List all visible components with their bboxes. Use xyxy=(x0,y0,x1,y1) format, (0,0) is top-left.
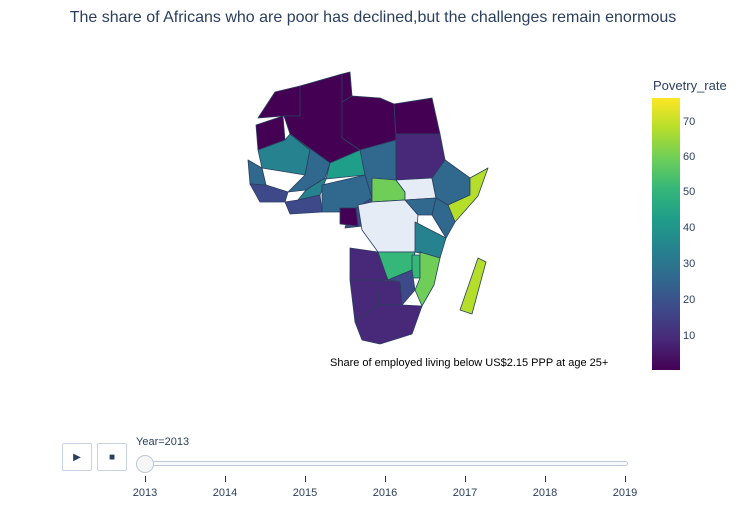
step-tick-2013 xyxy=(145,476,146,482)
country-zimbabwe[interactable] xyxy=(387,269,416,306)
step-tick-2014 xyxy=(225,476,226,482)
country-botswana[interactable] xyxy=(377,279,403,306)
step-label-2015[interactable]: 2015 xyxy=(292,487,318,499)
step-label-2019[interactable]: 2019 xyxy=(612,487,638,499)
step-label-2013[interactable]: 2013 xyxy=(132,487,158,499)
step-tick-2016 xyxy=(385,476,386,482)
colorbar xyxy=(652,98,680,370)
country-south-africa[interactable] xyxy=(354,304,423,345)
country-guinea[interactable] xyxy=(249,183,289,203)
country-madagascar[interactable] xyxy=(459,257,487,315)
colorbar-tick-10: 10 xyxy=(683,330,696,342)
country-ghana[interactable] xyxy=(284,194,323,215)
step-tick-2015 xyxy=(305,476,306,482)
step-tick-2018 xyxy=(545,476,546,482)
colorbar-tick-70: 70 xyxy=(683,116,696,128)
step-tick-2019 xyxy=(625,476,626,482)
country-egypt[interactable] xyxy=(393,97,441,135)
country-dr-congo[interactable] xyxy=(357,199,419,253)
colorbar-tick-20: 20 xyxy=(683,294,696,306)
step-label-2018[interactable]: 2018 xyxy=(532,487,558,499)
step-label-2014[interactable]: 2014 xyxy=(212,487,238,499)
country-morocco[interactable] xyxy=(257,85,301,119)
slider-current-value: Year=2013 xyxy=(136,436,190,448)
year-slider-track[interactable] xyxy=(140,461,628,466)
country-kenya[interactable] xyxy=(431,197,456,239)
colorbar-title: Povetry_rate xyxy=(653,78,727,93)
colorbar-tick-50: 50 xyxy=(683,186,696,198)
step-tick-2017 xyxy=(465,476,466,482)
step-label-2016[interactable]: 2016 xyxy=(372,487,398,499)
chart-title: The share of Africans who are poor has d… xyxy=(69,9,677,26)
play-icon: ▶ xyxy=(73,451,81,463)
stop-button[interactable]: ■ xyxy=(97,443,127,471)
year-slider-handle[interactable] xyxy=(136,455,154,473)
country-malawi[interactable] xyxy=(411,254,421,279)
country-gabon[interactable] xyxy=(339,207,359,227)
colorbar-tick-30: 30 xyxy=(683,258,696,270)
colorbar-tick-40: 40 xyxy=(683,222,696,234)
colorbar-tick-60: 60 xyxy=(683,151,696,163)
play-button[interactable]: ▶ xyxy=(62,443,92,471)
map-annotation: Share of employed living below US$2.15 P… xyxy=(330,357,609,369)
step-label-2017[interactable]: 2017 xyxy=(452,487,478,499)
stop-icon: ■ xyxy=(108,451,116,463)
